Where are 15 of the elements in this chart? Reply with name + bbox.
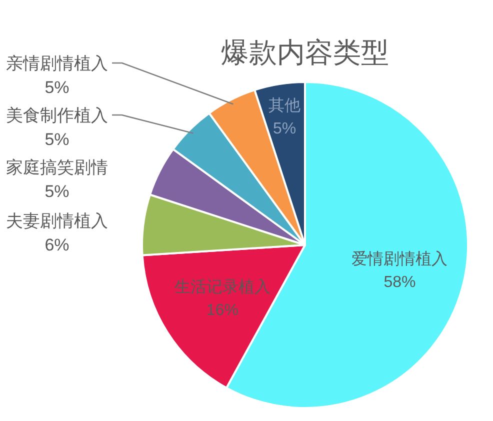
- label: 6%: [44, 236, 70, 255]
- label: 夫妻剧情植入: [6, 212, 108, 231]
- label: 家庭搞笑剧情: [6, 158, 108, 177]
- label: 亲情剧情植入: [6, 54, 108, 73]
- label: 5%: [273, 120, 296, 138]
- label: 爱情剧情植入: [352, 250, 448, 268]
- label: 5%: [44, 130, 70, 149]
- label: 5%: [44, 78, 70, 97]
- label: 生活记录植入: [174, 278, 270, 296]
- label: 美食制作植入: [6, 106, 108, 125]
- label: 其他: [268, 98, 301, 115]
- label: 5%: [44, 182, 70, 201]
- label: 58%: [384, 274, 416, 291]
- label: 16%: [206, 302, 238, 319]
- title: 爆款内容类型: [221, 37, 389, 68]
